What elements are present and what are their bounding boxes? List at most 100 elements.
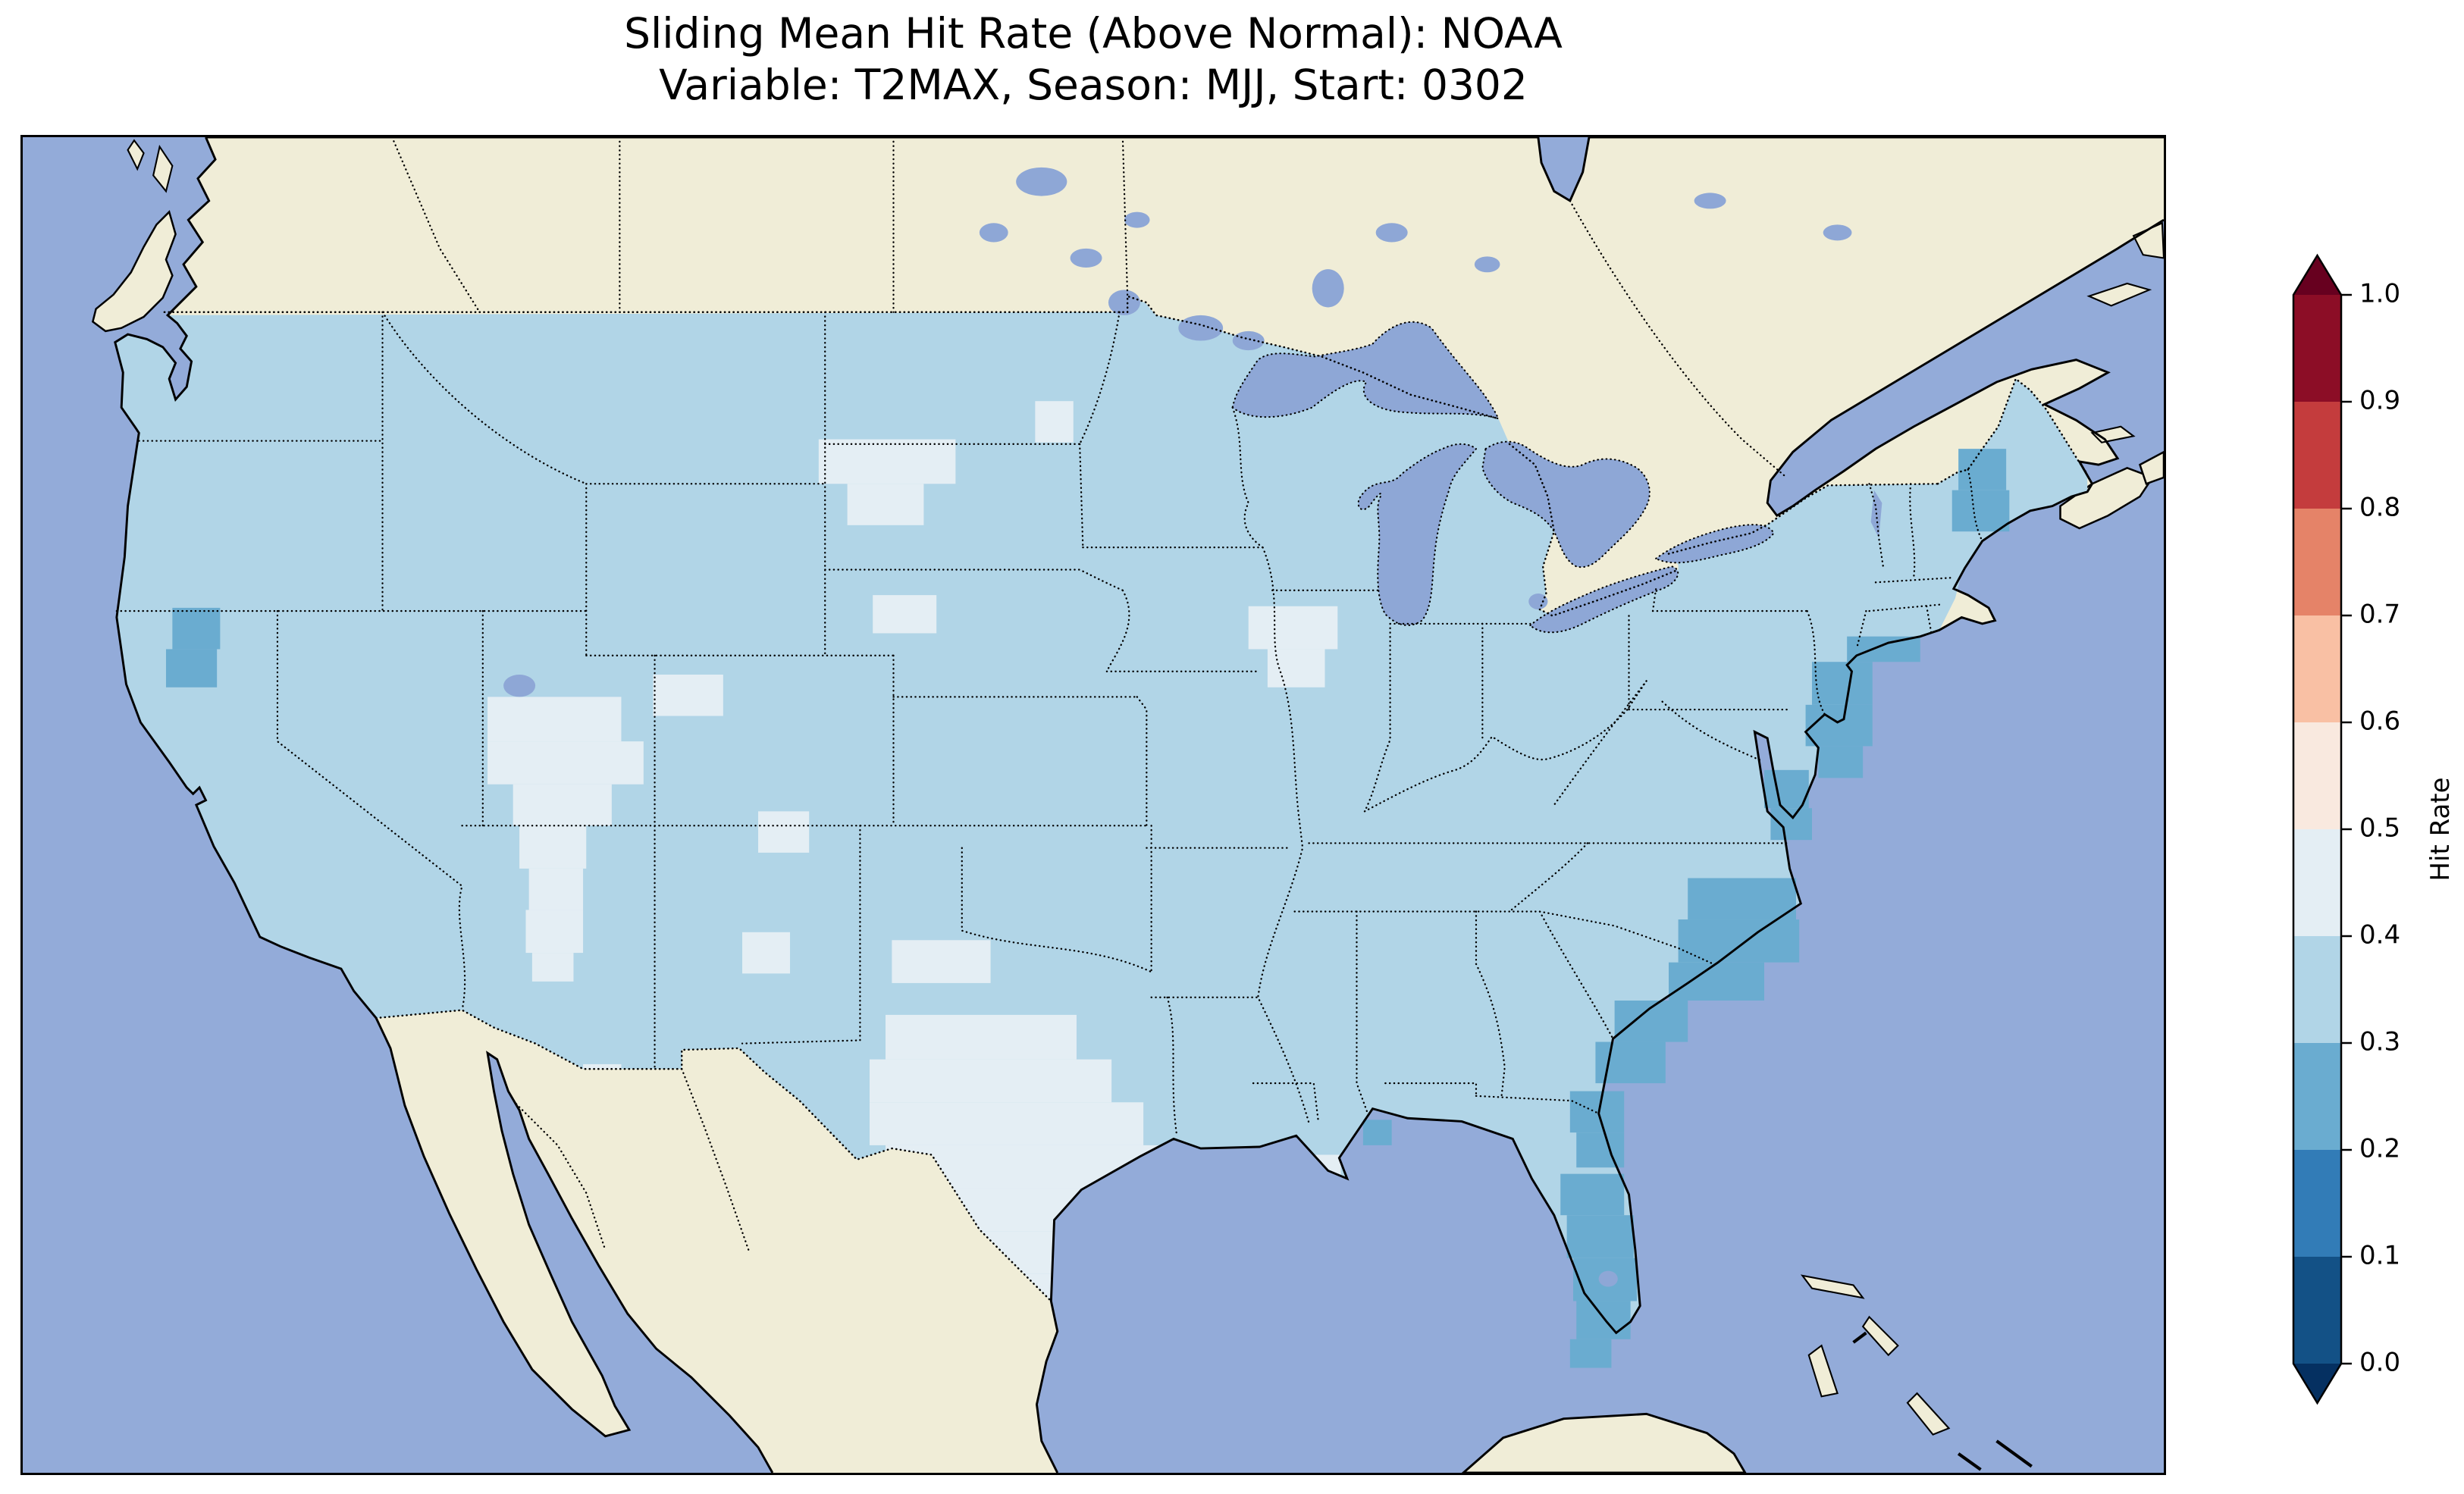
- cape-breton: [2138, 450, 2164, 485]
- hit-rate-cell: [519, 825, 587, 869]
- colorbar-band: [2293, 1150, 2341, 1257]
- lake-erie: [1528, 565, 1679, 634]
- colorbar: 1.0 0.9 0.8 0.7 0.6 0.5 0.4 0.3 0.2 0.1 …: [2278, 251, 2464, 1411]
- hit-rate-cell: [1576, 1132, 1625, 1168]
- vancouver-island: [91, 210, 177, 333]
- hit-rate-cell: [165, 649, 218, 687]
- lakes: [503, 167, 1882, 1287]
- hit-rate-cell: [1678, 919, 1800, 963]
- lake-huron: [1481, 440, 1651, 568]
- colorbar-tick-labels: 1.0 0.9 0.8 0.7 0.6 0.5 0.4 0.3 0.2 0.1 …: [2359, 279, 2400, 1378]
- hit-rate-cell: [172, 607, 221, 650]
- national-borders: [163, 295, 2089, 1302]
- canada-lake-10: [1823, 224, 1852, 241]
- tick-label: 0.2: [2359, 1134, 2400, 1164]
- colorbar-over-arrow: [2293, 255, 2341, 295]
- hit-rate-cell: [870, 1102, 1144, 1145]
- hit-rate-cell: [1669, 962, 1764, 1001]
- lake-superior: [1231, 321, 1500, 420]
- hit-rate-cell: [531, 953, 574, 982]
- hit-rate-cell: [1811, 662, 1873, 705]
- canada-lake-8: [1474, 256, 1500, 273]
- colorbar-band: [2293, 509, 2341, 615]
- bahamas-andros: [1807, 1344, 1839, 1398]
- map-panel: [20, 135, 2166, 1475]
- hit-rate-cell: [1560, 1173, 1625, 1216]
- hit-rate-cell: [1958, 449, 2007, 490]
- great-salt-lake: [503, 674, 536, 697]
- hit-rate-cell: [487, 741, 644, 785]
- colorbar-svg: 1.0 0.9 0.8 0.7 0.6 0.5 0.4 0.3 0.2 0.1 …: [2292, 253, 2456, 1405]
- colorbar-band: [2293, 722, 2341, 829]
- hit-rate-cell: [487, 697, 622, 742]
- hit-rate-cell: [1770, 808, 1812, 841]
- colorbar-band: [2293, 829, 2341, 936]
- colorbar-ticks: [2341, 293, 2352, 1365]
- tick-label: 0.3: [2359, 1027, 2400, 1057]
- tick-label: 0.7: [2359, 600, 2400, 630]
- hit-rate-cell: [513, 784, 612, 826]
- canada-lake-7: [1375, 223, 1408, 243]
- canada-lake-1: [1016, 167, 1067, 196]
- hit-rate-cell: [1569, 1091, 1625, 1133]
- bc-island: [127, 139, 145, 171]
- canada-lake-6: [1232, 330, 1265, 351]
- lake-michigan: [1357, 443, 1478, 626]
- coastline: [114, 137, 2164, 1473]
- hit-rate-cell: [1763, 769, 1809, 809]
- bahamas-long-island: [1906, 1392, 1951, 1436]
- lake-st-clair: [1528, 594, 1548, 609]
- colorbar-under-arrow: [2293, 1364, 2341, 1403]
- tick-label: 0.4: [2359, 920, 2400, 951]
- lake-of-the-woods: [1108, 290, 1140, 315]
- canada-lake-9: [1694, 193, 1726, 209]
- canada-lake-2: [979, 223, 1008, 243]
- colorbar-band: [2293, 1043, 2341, 1150]
- colorbar-axis-label: Hit Rate: [2425, 777, 2456, 881]
- bahamas-grand: [1800, 1274, 1865, 1299]
- colorbar-band: [2293, 936, 2341, 1043]
- hit-rate-cell: [1362, 1120, 1392, 1145]
- colorbar-band: [2293, 1257, 2341, 1364]
- hit-rate-cell: [1576, 1301, 1631, 1339]
- hit-rate-cell: [1951, 490, 2010, 532]
- hit-rate-cell: [1248, 606, 1338, 650]
- hit-rate-cell: [1818, 746, 1864, 778]
- hit-rate-cell: [758, 811, 810, 853]
- tick-label: 0.9: [2359, 386, 2400, 416]
- hit-rate-cell: [1595, 1041, 1666, 1084]
- hit-rate-cell: [873, 595, 937, 634]
- hit-rate-cell: [742, 932, 791, 974]
- hit-rate-cell: [1805, 704, 1873, 747]
- anticosti-island: [2086, 282, 2152, 307]
- colorbar-band: [2293, 402, 2341, 509]
- hit-rate-cell: [818, 439, 956, 484]
- hit-rate-cell: [525, 910, 584, 954]
- hit-rate-cell: [1688, 878, 1796, 920]
- hit-rate-cell: [1566, 1215, 1634, 1258]
- tick-label: 1.0: [2359, 279, 2400, 309]
- canada-lake-3: [1070, 248, 1102, 268]
- bahamas-eleuthera: [1861, 1315, 1899, 1357]
- hit-rate-base-0p3-0p4: [114, 297, 2088, 1333]
- hit-rate-cell: [1035, 401, 1074, 443]
- island-dashes: [1852, 1331, 2033, 1471]
- state-boundaries: [115, 137, 1983, 1251]
- tick-label: 0.5: [2359, 813, 2400, 844]
- chart-title-line1: Sliding Mean Hit Rate (Above Normal): NO…: [624, 9, 1563, 58]
- cuba: [1461, 1412, 1747, 1473]
- hit-rate-cells-0p2-0p3: [165, 449, 2010, 1368]
- canada-lake-5: [1178, 315, 1224, 341]
- hit-rate-cell: [885, 1014, 1077, 1060]
- hit-rate-mesh: [114, 297, 2088, 1368]
- haida-island: [152, 144, 174, 193]
- hit-rate-cell: [847, 484, 924, 525]
- tick-label: 0.8: [2359, 493, 2400, 523]
- chart-title: Sliding Mean Hit Rate (Above Normal): NO…: [20, 8, 2166, 111]
- hit-rate-cell: [653, 674, 723, 716]
- nova-scotia: [2059, 466, 2155, 530]
- colorbar-band: [2293, 615, 2341, 722]
- lake-nipigon: [1312, 269, 1344, 308]
- hit-rate-cell: [892, 940, 991, 983]
